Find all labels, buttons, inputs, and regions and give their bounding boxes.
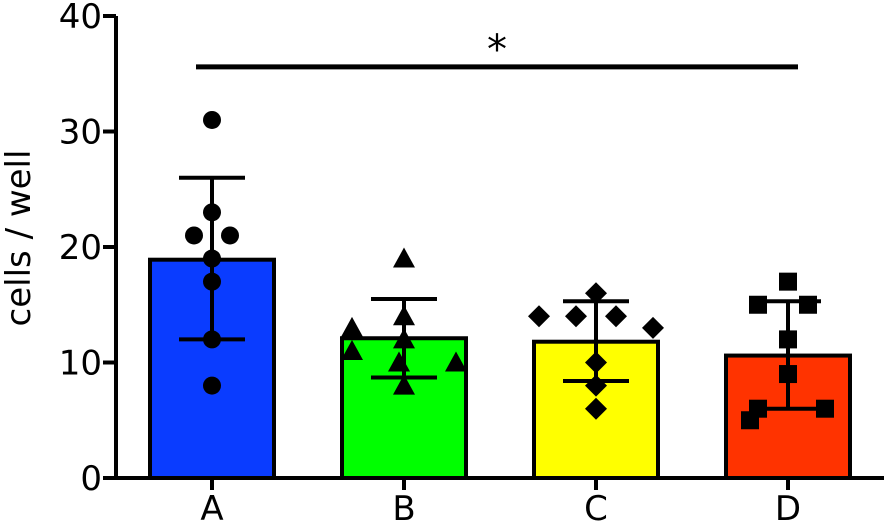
y-tick-label-0: 0 — [80, 459, 102, 499]
x-tick-label-D: D — [775, 489, 801, 523]
x-ticks-layer: A B C D — [200, 478, 801, 523]
x-tick-label-C: C — [584, 489, 608, 523]
data-point-A-5 — [203, 249, 221, 268]
y-ticks-layer: 0 10 20 30 40 — [59, 0, 116, 499]
data-point-C-3 — [565, 305, 587, 328]
data-point-A-3 — [185, 226, 203, 245]
data-point-D-4 — [779, 330, 797, 349]
data-point-B-1 — [393, 247, 415, 268]
bars-layer — [148, 257, 852, 481]
data-point-A-1 — [203, 110, 221, 129]
data-point-D-2 — [749, 295, 767, 314]
data-point-B-6 — [445, 351, 467, 372]
data-point-D-7 — [816, 399, 834, 418]
data-point-A-7 — [203, 330, 221, 349]
data-point-B-4 — [393, 328, 415, 349]
data-point-D-1 — [779, 272, 797, 291]
data-point-C-5 — [642, 316, 664, 339]
data-point-B-2 — [393, 305, 415, 326]
y-tick-label-30: 30 — [59, 113, 102, 153]
x-tick-label-A: A — [200, 489, 223, 523]
data-point-C-2 — [528, 305, 550, 328]
data-point-B-8 — [393, 374, 415, 395]
data-point-A-8 — [203, 376, 221, 395]
data-point-B-5 — [341, 339, 363, 360]
y-tick-label-10: 10 — [59, 344, 102, 384]
data-point-B-7 — [388, 351, 410, 372]
data-point-C-8 — [585, 397, 607, 420]
data-point-C-1 — [585, 282, 607, 305]
data-point-C-7 — [585, 374, 607, 397]
y-axis-title: cells / well — [0, 150, 39, 327]
significance-label: * — [487, 27, 507, 73]
data-point-A-4 — [221, 226, 239, 245]
data-point-D-5 — [779, 365, 797, 384]
x-tick-label-B: B — [392, 489, 415, 523]
data-point-B-3 — [341, 316, 363, 337]
data-point-C-4 — [605, 305, 627, 328]
data-point-D-3 — [799, 295, 817, 314]
y-tick-label-20: 20 — [59, 228, 102, 268]
data-point-C-6 — [585, 351, 607, 374]
data-point-D-8 — [741, 411, 759, 430]
significance-layer: * — [196, 27, 798, 73]
data-point-A-6 — [203, 272, 221, 291]
data-point-A-2 — [203, 203, 221, 222]
y-tick-label-40: 40 — [59, 0, 102, 37]
data-points-layer — [185, 110, 834, 430]
